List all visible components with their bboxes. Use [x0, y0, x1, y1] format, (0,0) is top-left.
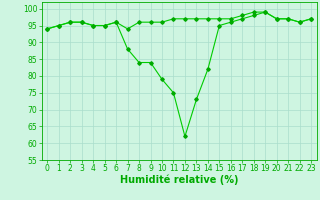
X-axis label: Humidité relative (%): Humidité relative (%) — [120, 175, 238, 185]
